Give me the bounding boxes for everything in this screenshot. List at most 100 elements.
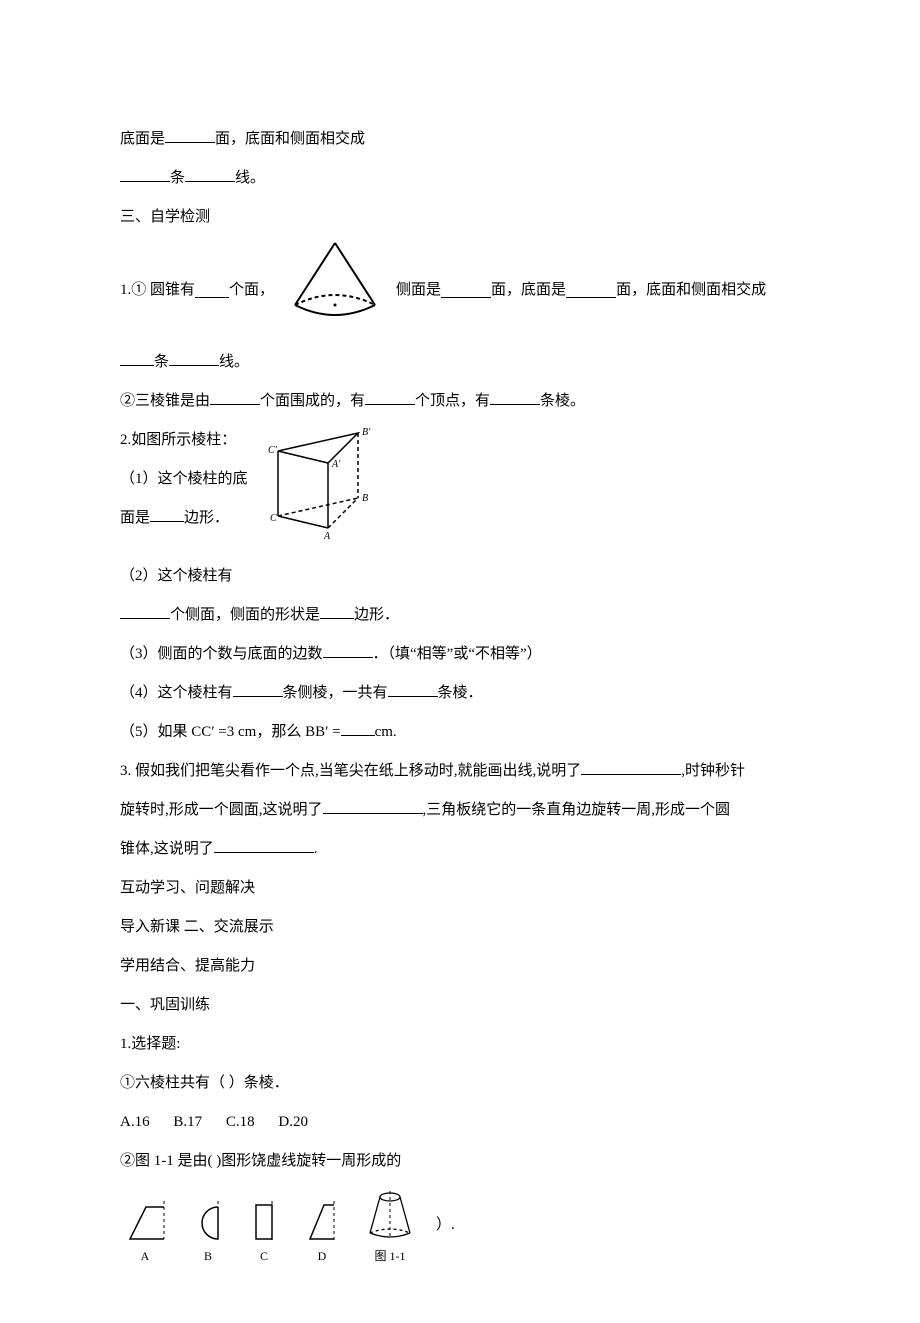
- label-C1: C′: [268, 445, 278, 456]
- option-fig-a[interactable]: A: [120, 1197, 170, 1263]
- text: ,三角板绕它的一条直角边旋转一周,形成一个圆: [423, 802, 731, 818]
- text: 条棱．: [438, 685, 483, 701]
- label-C: C: [270, 513, 277, 524]
- blank[interactable]: [214, 837, 314, 853]
- prism-figure: C′ A′ B′ C A B: [258, 421, 388, 557]
- q2-s3: （3）侧面的个数与底面的边数 ．（填“相等”或“不相等”）: [120, 635, 800, 674]
- text: 锥体,这说明了: [120, 841, 214, 857]
- label: 图 1-1: [375, 1249, 406, 1263]
- q2-s4: （4）这个棱柱有 条侧棱，一共有 条棱．: [120, 674, 800, 713]
- label-A1: A′: [331, 459, 341, 470]
- blank[interactable]: [388, 681, 438, 697]
- q2-s2b: 个侧面，侧面的形状是 边形．: [120, 596, 800, 635]
- intro-line-1: 底面是 面，底面和侧面相交成: [120, 120, 800, 159]
- blank[interactable]: [195, 282, 229, 298]
- text: 底面是: [120, 131, 165, 147]
- label-B: B: [362, 493, 368, 504]
- text: 条: [170, 170, 185, 186]
- closing-paren: ）.: [436, 1218, 455, 1233]
- label: B: [204, 1249, 212, 1263]
- text: .: [314, 841, 318, 857]
- q1-part2: ②三棱锥是由个面围成的，有个顶点，有条棱。: [120, 382, 800, 421]
- mc-q1-options: A.16 B.17 C.18 D.20: [120, 1103, 800, 1142]
- text: （4）这个棱柱有: [120, 685, 233, 701]
- option-fig-d[interactable]: D: [300, 1197, 344, 1263]
- text: 条侧棱，一共有: [283, 685, 388, 701]
- q1-part1-line2: 条线。: [120, 343, 800, 382]
- blank[interactable]: [566, 282, 616, 298]
- intro-line-2: 条线。: [120, 159, 800, 198]
- blank[interactable]: [320, 603, 354, 619]
- text: ②三棱锥是由: [120, 393, 210, 409]
- option-d[interactable]: D.20: [278, 1114, 308, 1130]
- text: 条棱。: [540, 393, 585, 409]
- text: 侧面是: [396, 271, 441, 310]
- blank[interactable]: [365, 389, 415, 405]
- q2-s2a: （2）这个棱柱有: [120, 557, 800, 596]
- frustum-icon: [362, 1187, 418, 1245]
- section-interactive: 互动学习、问题解决: [120, 869, 800, 908]
- rotation-figures-row: A B C D: [120, 1187, 800, 1263]
- blank[interactable]: [165, 127, 215, 143]
- blank[interactable]: [185, 166, 235, 182]
- option-fig-c[interactable]: C: [246, 1197, 282, 1263]
- blank[interactable]: [120, 166, 170, 182]
- text: （3）侧面的个数与底面的边数: [120, 646, 323, 662]
- option-a[interactable]: A.16: [120, 1114, 150, 1130]
- text: 条: [154, 354, 169, 370]
- text: 面，底面和侧面相交成: [616, 271, 766, 310]
- text: ）.: [436, 1217, 455, 1233]
- text: 边形．: [184, 510, 229, 526]
- blank[interactable]: [150, 506, 184, 522]
- label-B1: B′: [362, 427, 371, 438]
- blank[interactable]: [490, 389, 540, 405]
- mc-head: 1.选择题:: [120, 1025, 800, 1064]
- text: 个面，: [229, 271, 274, 310]
- blank[interactable]: [341, 720, 375, 736]
- blank[interactable]: [323, 642, 373, 658]
- q3-line2: 旋转时,形成一个圆面,这说明了,三角板绕它的一条直角边旋转一周,形成一个圆: [120, 791, 800, 830]
- blank[interactable]: [120, 603, 170, 619]
- text: ．（填“相等”或“不相等”）: [373, 646, 542, 662]
- q2-head: 2.如图所示棱柱：: [120, 421, 248, 460]
- blank[interactable]: [233, 681, 283, 697]
- blank[interactable]: [210, 389, 260, 405]
- blank[interactable]: [441, 282, 491, 298]
- option-c[interactable]: C.18: [226, 1114, 255, 1130]
- text: ,时钟秒针: [681, 763, 745, 779]
- mc-q2: ②图 1-1 是由( )图形饶虚线旋转一周形成的: [120, 1142, 800, 1181]
- semicircle-icon: [188, 1197, 228, 1245]
- section-3-title: 三、自学检测: [120, 198, 800, 237]
- option-b[interactable]: B.17: [173, 1114, 202, 1130]
- trapezoid-icon: [120, 1197, 170, 1245]
- worksheet-page: 底面是面，底面和侧面相交成 条线。 三、自学检测 1.① 圆锥有个面， 侧面是面…: [0, 0, 920, 1323]
- q3-line3: 锥体,这说明了.: [120, 830, 800, 869]
- q2-s1a: （1）这个棱柱的底: [120, 460, 248, 499]
- blank[interactable]: [323, 798, 423, 814]
- label: D: [318, 1249, 327, 1263]
- blank[interactable]: [120, 350, 154, 366]
- cone-figure: [280, 237, 390, 343]
- label: A: [141, 1249, 150, 1263]
- section-intro-new: 导入新课 二、交流展示: [120, 908, 800, 947]
- q3-line1: 3. 假如我们把笔尖看作一个点,当笔尖在纸上移动时,就能画出线,说明了 ,时钟秒针: [120, 752, 800, 791]
- q2-block: 2.如图所示棱柱： （1）这个棱柱的底 面是 边形． C′ A′ B′ C A B: [120, 421, 800, 557]
- right-trapezoid-icon: [300, 1197, 344, 1245]
- text: 面，底面是: [491, 271, 566, 310]
- text: 个面围成的，有: [260, 393, 365, 409]
- label: C: [260, 1249, 268, 1263]
- text: 边形．: [354, 607, 399, 623]
- text: 个侧面，侧面的形状是: [170, 607, 320, 623]
- prism-icon: C′ A′ B′ C A B: [258, 421, 388, 541]
- text: （5）如果 CC′ =3 cm，那么 BB′ =: [120, 724, 341, 740]
- text: 面是: [120, 510, 150, 526]
- text: 3. 假如我们把笔尖看作一个点,当笔尖在纸上移动时,就能画出线,说明了: [120, 763, 581, 779]
- cone-icon: [280, 237, 390, 327]
- blank[interactable]: [581, 759, 681, 775]
- q2-left-text: 2.如图所示棱柱： （1）这个棱柱的底 面是 边形．: [120, 421, 248, 538]
- section-train: 一、巩固训练: [120, 986, 800, 1025]
- text: cm.: [375, 724, 397, 740]
- option-fig-b[interactable]: B: [188, 1197, 228, 1263]
- blank[interactable]: [169, 350, 219, 366]
- text: 面，底面和侧面相交成: [215, 131, 365, 147]
